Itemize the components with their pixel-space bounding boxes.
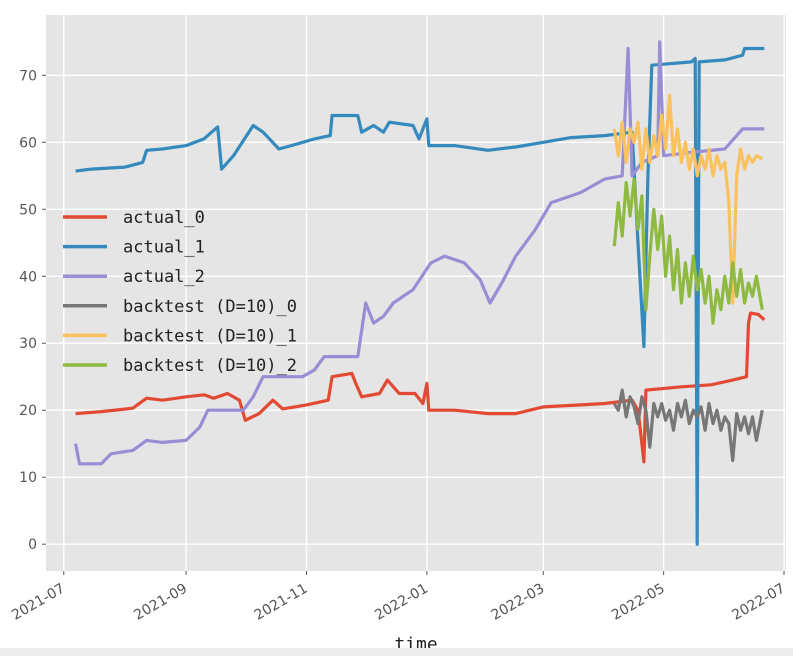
x-tick-label-2: 2021-11 <box>252 581 311 624</box>
x-axis-ticks: 2021-07 2021-09 2021-11 2022-01 2022-03 2022-… <box>9 571 788 624</box>
y-tick-label-0: 0 <box>28 537 37 553</box>
y-axis-ticks: 0 10 20 30 40 50 60 70 <box>19 68 46 553</box>
series-line-4 <box>612 93 764 305</box>
legend-label-5: backtest (D=10)_2 <box>123 356 297 376</box>
x-tick-label-3: 2022-01 <box>372 581 431 624</box>
y-tick-label-7: 70 <box>19 68 37 84</box>
legend-label-0: actual_0 <box>123 208 205 228</box>
series-line-0 <box>75 311 766 464</box>
x-tick-label-4: 2022-03 <box>489 581 548 624</box>
series-line-5 <box>612 177 764 325</box>
x-tick-label-5: 2022-05 <box>609 581 668 624</box>
series-line-1 <box>75 46 765 546</box>
series-layer <box>74 40 766 546</box>
x-tick-label-0: 2021-07 <box>9 581 68 624</box>
y-tick-label-5: 50 <box>19 202 37 218</box>
legend-label-3: backtest (D=10)_0 <box>123 297 297 317</box>
y-tick-label-6: 60 <box>19 135 37 151</box>
plot-area <box>46 15 786 571</box>
y-tick-label-3: 30 <box>19 336 37 352</box>
legend-label-1: actual_1 <box>123 238 205 258</box>
grid-lines <box>46 15 786 571</box>
window-bottom-strip <box>0 648 793 656</box>
legend-label-2: actual_2 <box>123 267 205 287</box>
y-tick-label-4: 40 <box>19 269 37 285</box>
legend-label-4: backtest (D=10)_1 <box>123 326 297 346</box>
x-tick-label-6: 2022-07 <box>729 581 788 624</box>
series-line-3 <box>612 388 764 463</box>
legend: actual_0 actual_1 actual_2 backtest (D=10)_… <box>63 208 297 376</box>
y-tick-label-1: 10 <box>19 470 37 486</box>
y-tick-label-2: 20 <box>19 403 37 419</box>
x-tick-label-1: 2021-09 <box>131 581 190 624</box>
